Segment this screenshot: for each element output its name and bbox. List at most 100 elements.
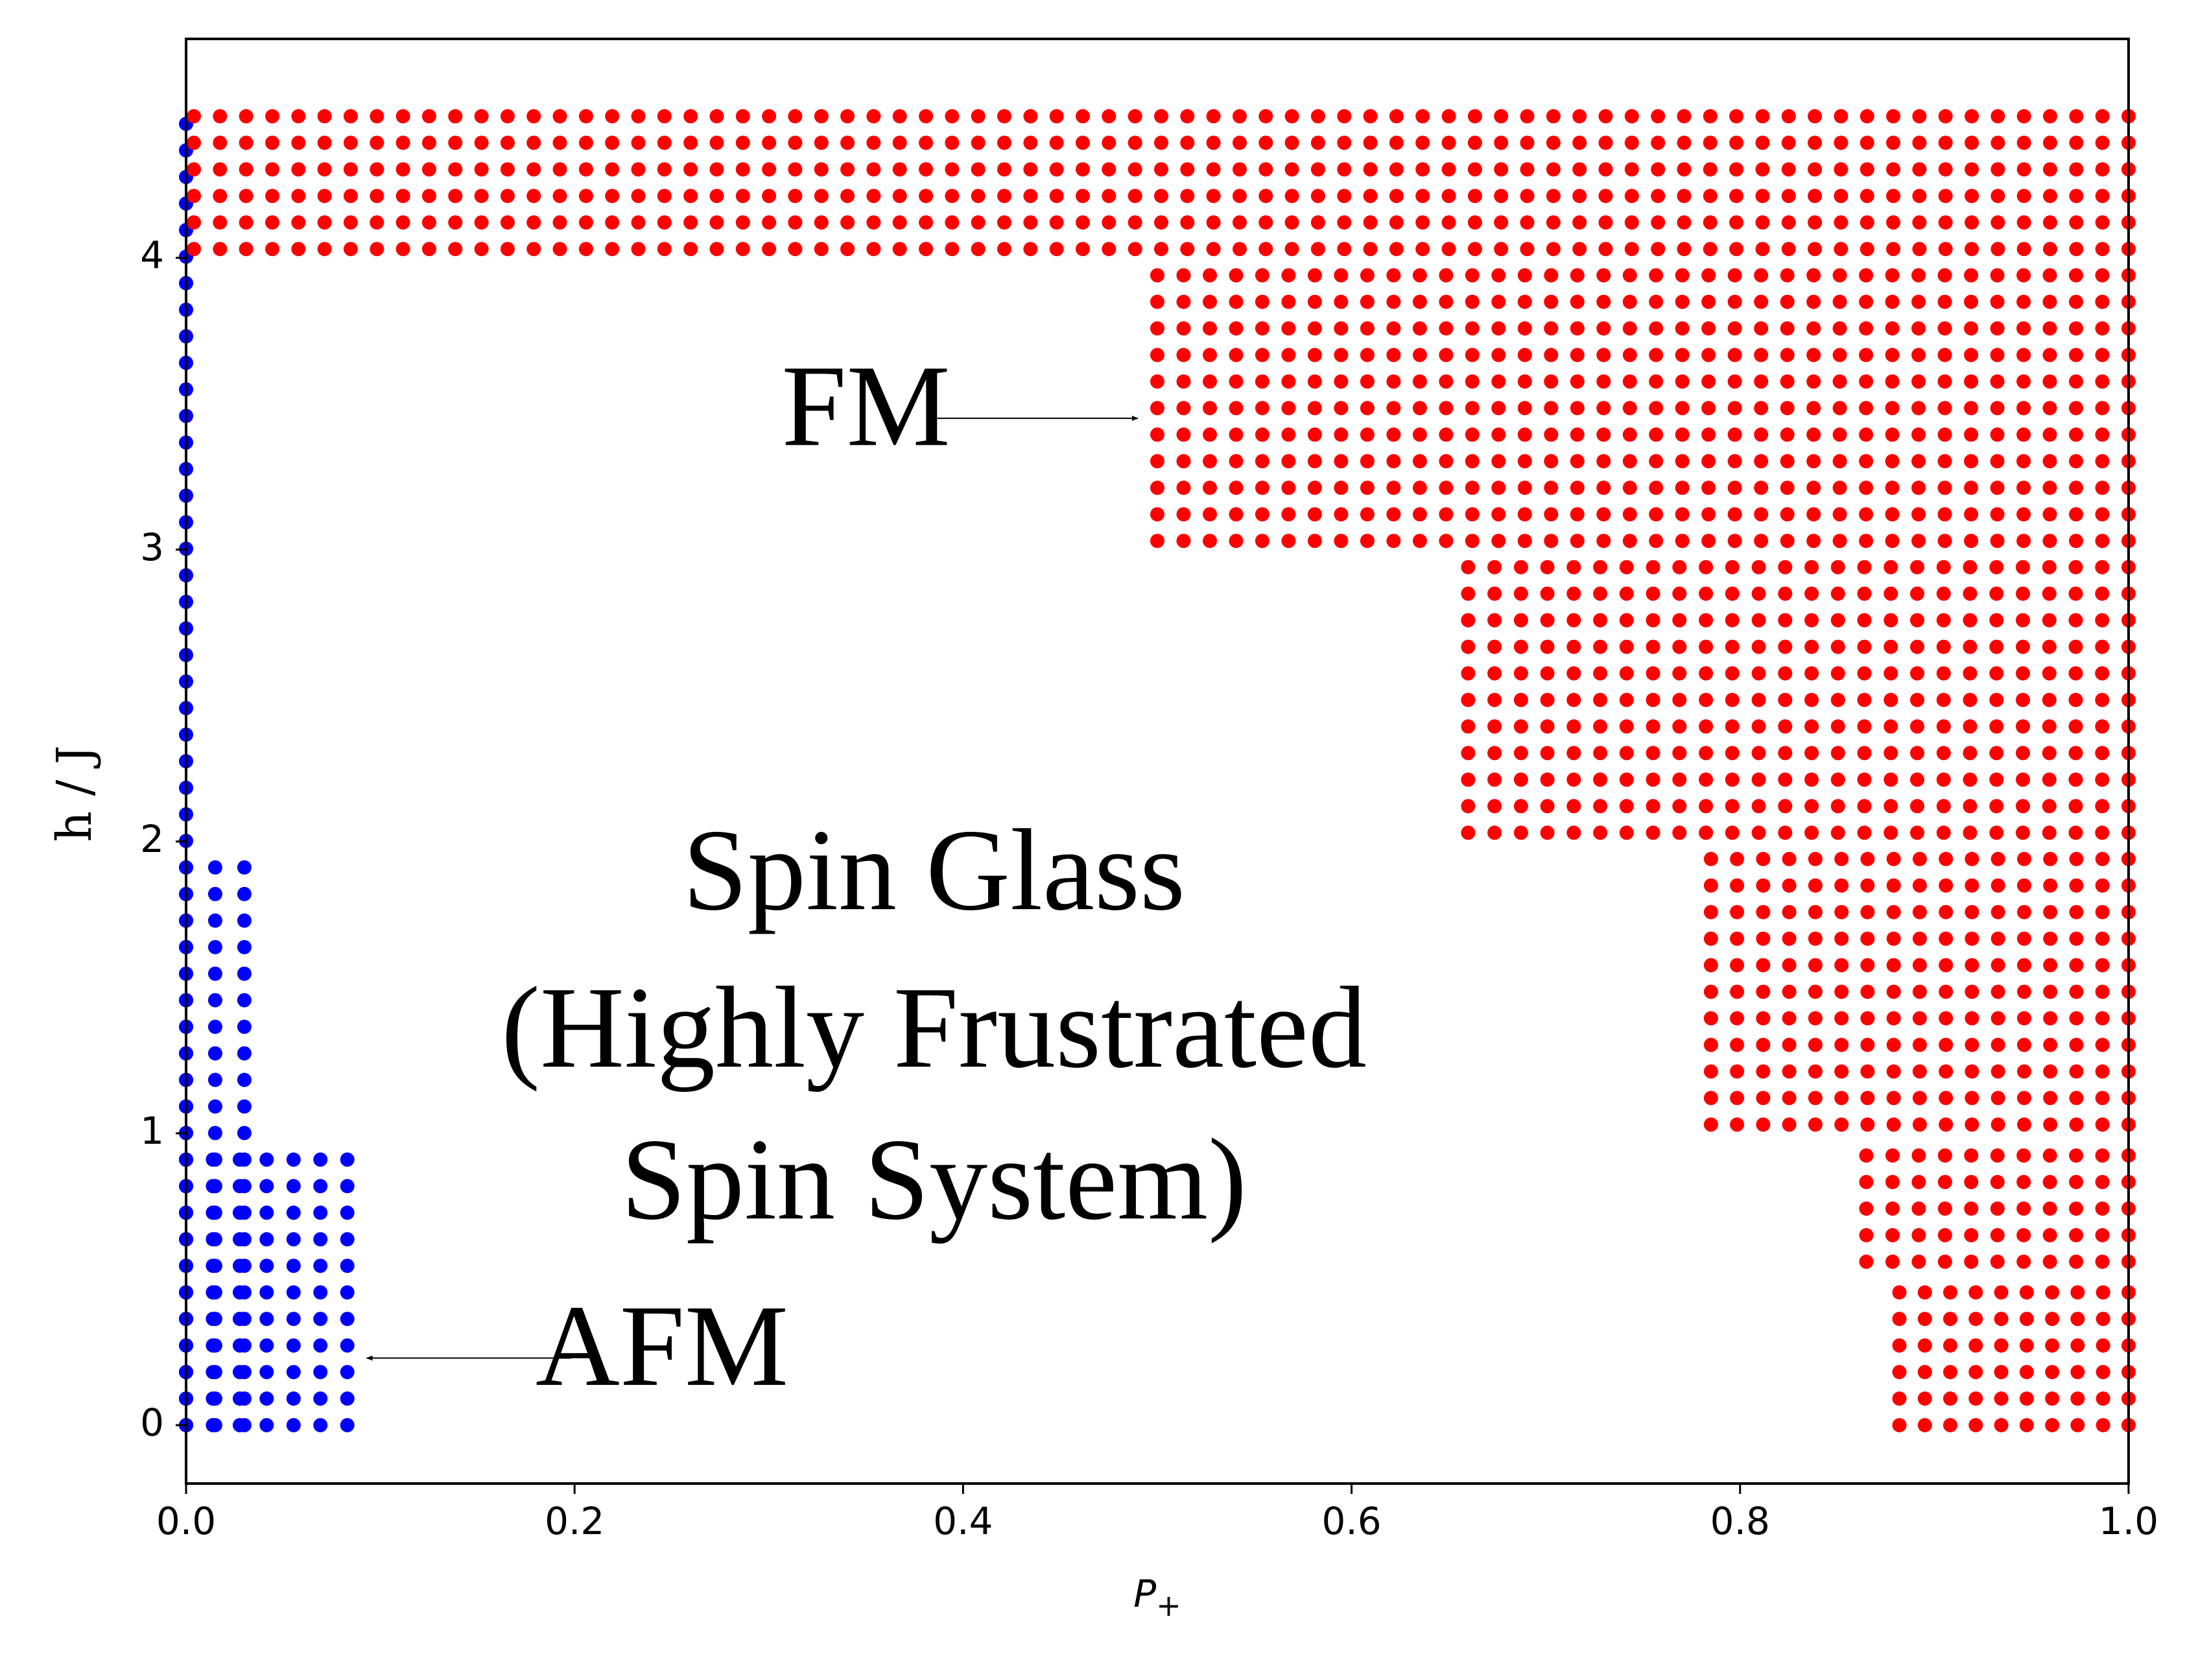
data-point [1461,586,1476,601]
data-point [892,162,907,177]
data-point [1782,905,1797,919]
data-point [2016,321,2031,336]
data-point [1598,162,1613,177]
data-point [1754,268,1769,283]
data-point [1990,427,2005,442]
data-point [2019,1312,2034,1327]
data-point [840,109,855,124]
data-point [1886,851,1901,866]
data-point [1885,427,1900,442]
data-point [1965,109,1979,124]
data-point [1281,294,1296,309]
data-point [1487,772,1502,787]
data-point [1756,1037,1771,1052]
data-point [578,162,593,177]
data-point [1699,719,1714,734]
data-point [340,1365,355,1380]
data-point [1154,136,1168,150]
data-point [1860,1064,1875,1079]
data-point [2069,136,2084,150]
data-point [1546,136,1561,150]
data-point [206,1418,220,1432]
data-point [1540,772,1555,787]
data-point [1513,746,1528,761]
data-point [1965,878,1979,893]
data-point [1334,454,1349,469]
data-point [340,1338,355,1353]
data-point [1540,560,1555,574]
data-point [1229,534,1244,549]
data-point [1756,984,1771,999]
data-point [2045,1418,2060,1432]
data-point [1990,1175,2005,1189]
data-point [313,1205,328,1220]
data-point [1649,374,1664,389]
data-point [1782,1011,1797,1026]
data-point [2095,1091,2110,1106]
data-point [1937,454,1952,469]
data-point [1859,454,1874,469]
data-point [1886,958,1901,973]
data-point [1938,242,1953,257]
data-point [1859,294,1874,309]
data-point [1672,692,1687,707]
data-point [1076,215,1090,230]
data-point [1892,1285,1907,1300]
data-point [1912,1037,1927,1052]
data-point [259,1152,274,1167]
data-point [291,215,306,230]
data-point [1886,1037,1901,1052]
data-point [1180,189,1195,204]
data-point [1491,374,1506,389]
data-point [1990,1228,2005,1242]
data-point [1990,1011,2005,1026]
data-point [1727,348,1742,362]
data-point [1754,534,1769,549]
data-point [1834,878,1849,893]
data-point [1622,534,1637,549]
data-point [1911,1175,1926,1189]
data-point [1806,534,1821,549]
data-point [1755,242,1770,257]
data-point [2042,1254,2057,1269]
data-point [1808,905,1823,919]
data-point [340,1259,355,1273]
data-point [2068,639,2083,654]
data-point [2068,825,2083,840]
data-point [1725,825,1740,840]
data-point [259,1391,274,1406]
data-point [840,162,855,177]
data-point [291,242,306,257]
data-point [1965,1091,1979,1106]
data-point [1651,136,1666,150]
data-point [2095,294,2110,309]
data-point [1229,321,1244,336]
data-point [2096,1285,2110,1300]
data-point [2043,931,2058,946]
data-point [1389,189,1404,204]
data-point [259,1285,274,1300]
data-point [474,189,489,204]
data-point [1912,162,1927,177]
data-point [2069,1117,2084,1132]
data-point [291,136,306,150]
data-point [1546,109,1561,124]
data-point [2095,242,2110,257]
data-point [286,1205,301,1220]
data-point [1937,374,1952,389]
data-point [1076,136,1090,150]
data-point [1912,1011,1927,1026]
data-point [1830,666,1845,681]
data-point [1593,825,1608,840]
data-point [1229,480,1244,495]
data-point [1258,215,1273,230]
data-point [1206,215,1221,230]
data-point [735,215,750,230]
data-point [1782,958,1797,973]
data-point [340,1418,355,1432]
data-point [1203,427,1217,442]
annotation-label: (Highly Frustrated [501,963,1367,1092]
data-point [2095,268,2110,283]
data-point [1989,719,2004,734]
data-point [1782,931,1797,946]
